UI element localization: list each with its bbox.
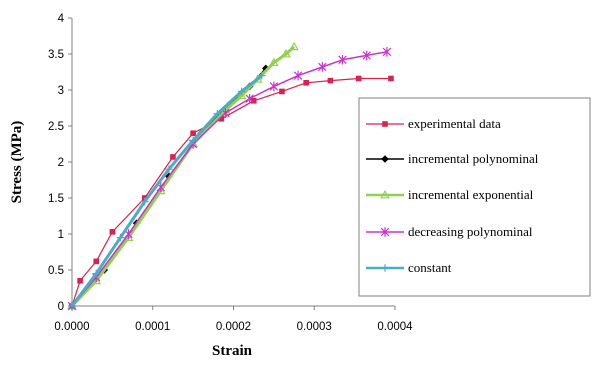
data-point <box>77 278 83 284</box>
y-tick-label: 3 <box>58 85 64 97</box>
data-point <box>281 48 291 58</box>
legend-label: experimental data <box>408 116 501 131</box>
series-decreasing-polynominal <box>67 47 392 311</box>
data-point <box>218 116 225 122</box>
series-line <box>71 77 391 307</box>
legend-item: decreasing polynominal <box>366 224 533 239</box>
data-point <box>380 189 390 199</box>
data-point <box>140 197 149 206</box>
data-point <box>381 264 389 272</box>
y-tick-label: 3.5 <box>48 49 64 61</box>
legend-label: constant <box>408 260 452 275</box>
y-tick-label: 0 <box>58 301 64 313</box>
x-ticks: 0.0000 0.0001 0.0002 0.0003 0.0004 <box>54 306 413 333</box>
data-point <box>116 233 125 242</box>
data-point <box>109 229 116 235</box>
data-point <box>362 50 371 61</box>
data-point <box>165 165 173 173</box>
series-line <box>71 51 388 307</box>
data-point <box>382 121 388 127</box>
y-tick-label: 0.5 <box>48 265 64 277</box>
data-point <box>293 70 303 81</box>
data-point <box>257 71 266 80</box>
y-ticks: 0 0.5 1 1.5 2 2.5 3 3.5 4 <box>48 13 72 313</box>
y-tick-label: 4 <box>58 13 65 25</box>
x-tick-label: 0.0004 <box>377 321 413 333</box>
legend-item: experimental data <box>366 116 501 131</box>
data-point <box>318 62 327 72</box>
data-point <box>93 258 100 265</box>
data-point <box>190 130 196 136</box>
legend-label: incremental exponential <box>408 187 534 202</box>
data-point <box>303 80 309 86</box>
data-point <box>327 77 334 84</box>
data-point <box>170 154 176 160</box>
data-point <box>213 109 222 118</box>
axes <box>71 18 395 307</box>
legend-box <box>358 97 591 297</box>
y-tick-label: 1.5 <box>48 193 64 205</box>
x-tick-label: 0.0001 <box>135 321 170 333</box>
data-point <box>269 81 279 92</box>
series-line <box>70 45 296 308</box>
x-tick-label: 0.0000 <box>54 321 89 333</box>
data-point <box>355 75 362 82</box>
data-point <box>236 90 247 100</box>
series-constant <box>68 71 266 310</box>
data-point <box>289 41 299 51</box>
legend: experimental data incremental polynominal… <box>358 97 591 297</box>
y-axis-title: Stress (MPa) <box>9 121 25 204</box>
data-point <box>237 87 246 96</box>
data-point <box>92 269 101 278</box>
data-point <box>380 227 390 237</box>
data-point <box>269 57 279 67</box>
legend-label: incremental polynominal <box>408 151 539 166</box>
y-tick-label: 1 <box>58 229 64 241</box>
data-point <box>279 88 285 95</box>
series-experimental-data <box>69 75 394 309</box>
x-axis-title: Strain <box>212 343 253 359</box>
legend-item: incremental exponential <box>366 187 534 202</box>
x-tick-label: 0.0003 <box>297 321 332 333</box>
legend-item: incremental polynominal <box>366 151 539 166</box>
data-point <box>250 98 257 104</box>
y-tick-label: 2 <box>58 157 64 169</box>
data-point <box>381 155 389 163</box>
data-point <box>388 75 394 82</box>
x-tick-label: 0.0002 <box>216 321 251 333</box>
data-point <box>262 64 270 73</box>
legend-label: decreasing polynominal <box>408 224 533 239</box>
series-layer <box>67 41 394 311</box>
data-point <box>338 54 347 65</box>
legend-item: constant <box>366 260 452 275</box>
data-point <box>382 47 392 57</box>
data-point <box>245 93 254 104</box>
y-tick-label: 2.5 <box>48 121 64 133</box>
data-point <box>68 302 76 310</box>
data-point <box>189 136 197 145</box>
